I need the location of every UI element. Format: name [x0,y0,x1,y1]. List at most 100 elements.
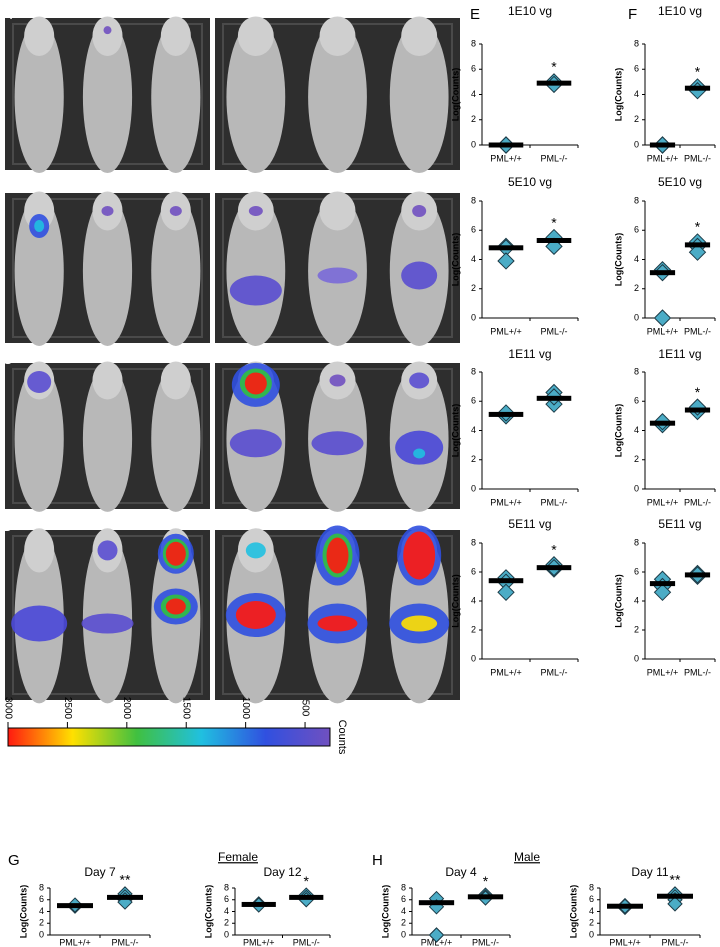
x-tick-label: PML-/- [684,667,711,677]
y-tick-label: 0 [634,312,639,322]
mouse [14,365,64,512]
y-tick-label: 8 [471,537,476,547]
signal [34,220,45,232]
signal [169,206,182,216]
signal [317,267,358,284]
panel-label: C [2,351,13,368]
image-caption: PML+/+ 1E10 vg [59,0,156,14]
y-tick-label: 0 [634,653,639,663]
y-tick-label: 2 [39,918,44,928]
y-tick-label: 6 [589,894,594,904]
image-caption: PML+/+ 5E10 vg [59,173,156,188]
mean-bar [684,572,711,578]
y-tick-label: 0 [471,653,476,663]
y-axis-label: Log(Counts) [18,885,28,938]
x-tick-label: PML-/- [112,937,139,947]
y-tick-label: 0 [589,929,594,939]
y-tick-label: 6 [634,396,639,406]
y-axis-label: Log(Counts) [613,233,623,286]
colorbar-label: Counts [336,720,348,755]
chart-title: 1E11 vg [658,347,701,361]
panel-label: B [2,180,12,197]
mean-bar [649,270,676,276]
colorbar-tick-label: 3000 [2,697,13,720]
y-tick-label: 4 [634,254,639,264]
mean-bar [649,420,676,426]
mouse-head [92,16,123,56]
y-tick-label: 8 [634,38,639,48]
y-tick-label: 6 [634,225,639,235]
panel-label: G [8,852,20,869]
y-axis-label: Log(Counts) [380,885,390,938]
mean-bar [657,893,693,899]
mean-bar [607,903,643,909]
y-tick-label: 8 [471,38,476,48]
y-tick-label: 6 [634,566,639,576]
chart-title: 5E11 vg [508,517,551,531]
y-tick-label: 4 [401,906,406,916]
x-tick-label: PML-/- [541,326,568,336]
y-tick-label: 0 [401,929,406,939]
y-axis-label: Log(Counts) [613,574,623,627]
x-tick-label: PML-/- [541,667,568,677]
data-point [653,309,672,327]
mouse-head [319,16,356,56]
mean-bar [289,894,324,900]
y-axis-label: Log(Counts) [613,404,623,457]
mouse [308,21,367,174]
y-tick-label: 4 [634,595,639,605]
y-tick-label: 8 [589,882,594,892]
mouse [82,365,133,512]
y-tick-label: 8 [634,195,639,205]
mouse [82,21,133,174]
x-tick-label: PML-/- [684,326,711,336]
y-tick-label: 2 [634,624,639,634]
chart-title: Day 11 [631,865,668,879]
signal [403,531,436,580]
data-point [497,252,515,270]
x-tick-label: PML-/- [684,497,711,507]
signal [97,540,118,561]
panel-label: E [470,6,480,23]
chart-title: 5E10 vg [508,175,552,189]
significance-mark: ** [120,872,131,888]
signal [229,429,282,458]
image-caption: PML+/+ 1E11 vg [59,344,155,359]
significance-mark: * [483,873,489,889]
y-axis-label: Log(Counts) [613,68,623,121]
y-axis-label: Log(Counts) [203,885,213,938]
mean-bar [684,242,711,248]
y-tick-label: 4 [471,595,476,605]
mouse-head [401,16,438,56]
signal [165,598,186,615]
mean-bar [488,142,524,148]
signal [165,541,186,566]
mean-bar [57,903,93,909]
colorbar-tick-label: 2500 [62,697,73,720]
y-tick-label: 8 [224,882,229,892]
y-tick-label: 6 [471,566,476,576]
y-tick-label: 6 [471,64,476,74]
x-tick-label: PML+/+ [647,667,679,677]
y-tick-label: 2 [634,454,639,464]
significance-mark: * [695,64,701,80]
significance-mark: * [695,219,701,235]
chart-title: 1E10 vg [658,4,702,18]
data-point [688,243,707,261]
y-tick-label: 6 [471,396,476,406]
x-tick-label: PML-/- [541,153,568,163]
significance-mark: * [551,59,557,75]
signal [413,448,426,459]
mean-bar [536,565,572,571]
group-label: Male [514,850,540,864]
signal [81,613,134,634]
panel-label: F [628,6,637,23]
y-tick-label: 2 [401,918,406,928]
y-tick-label: 6 [224,894,229,904]
mean-bar [684,85,711,91]
signal [412,205,427,217]
x-tick-label: PML-/- [293,937,320,947]
colorbar-tick-label: 1000 [240,697,251,720]
mean-bar [488,578,524,584]
